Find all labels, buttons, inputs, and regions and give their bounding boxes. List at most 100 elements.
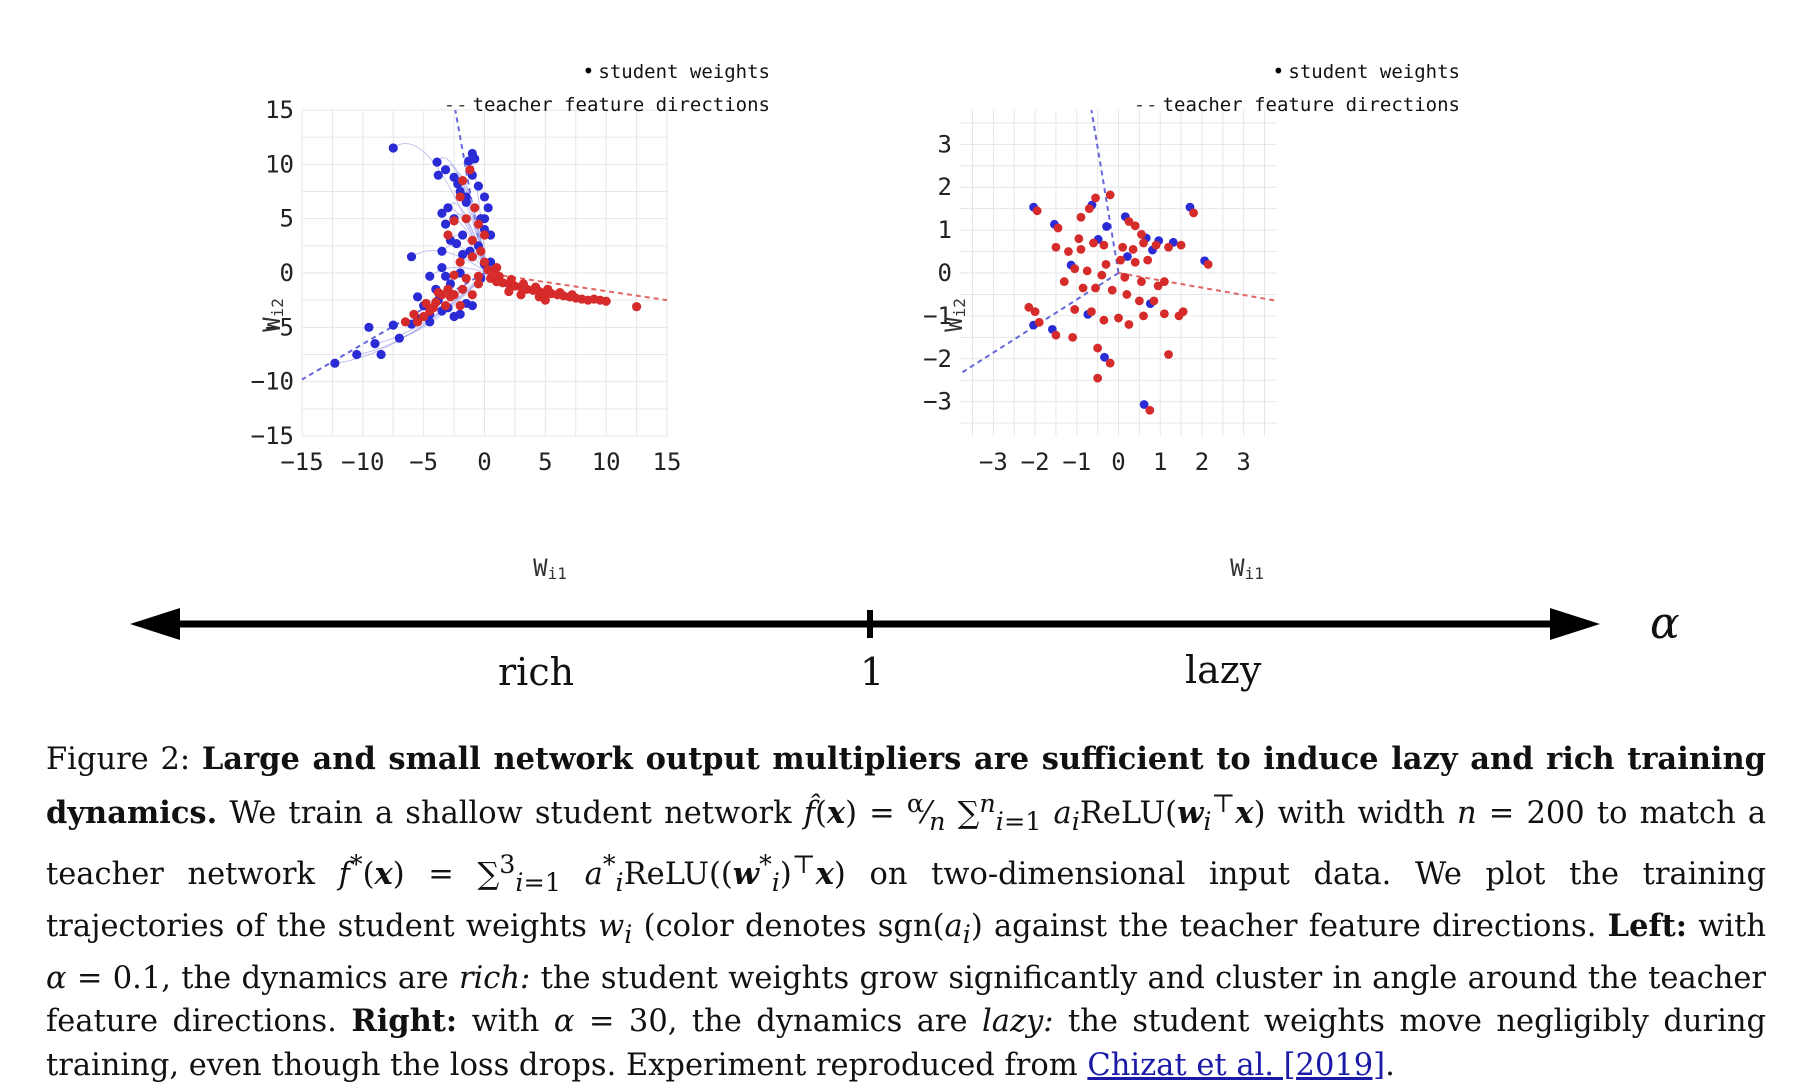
student-point-positive	[1134, 296, 1144, 306]
y-tick-label: 1	[938, 216, 952, 244]
student-point-positive	[1093, 373, 1103, 383]
student-point-positive	[1082, 266, 1092, 276]
student-point-positive	[1178, 307, 1188, 317]
y-tick-label: 0	[938, 259, 952, 287]
student-point-negative	[467, 301, 477, 311]
student-point-positive	[1164, 242, 1173, 252]
student-point-positive	[409, 309, 419, 319]
legend-teacher-row: -- teacher feature directions	[420, 89, 770, 122]
teacher-dash-icon: --	[443, 94, 469, 116]
student-point-positive	[449, 270, 459, 280]
student-point-positive	[455, 301, 465, 311]
caption-text: with	[471, 1004, 540, 1040]
left-label: Left:	[1607, 908, 1687, 944]
student-point-positive	[1118, 242, 1128, 252]
student-point-positive	[400, 317, 411, 327]
student-point-positive	[1059, 277, 1069, 286]
student-dot-icon: •	[582, 59, 595, 83]
student-point-negative	[470, 154, 480, 164]
student-point-positive	[433, 287, 443, 298]
student-point-positive	[449, 216, 459, 226]
student-point-positive	[1124, 217, 1134, 226]
legend-student-row: • student weights	[1110, 55, 1460, 89]
student-point-positive	[1107, 285, 1117, 295]
student-point-negative	[440, 219, 451, 229]
student-point-positive	[1068, 332, 1078, 342]
legend-teacher-label: teacher feature directions	[1162, 94, 1460, 116]
student-point-negative	[425, 317, 435, 327]
student-point-positive	[467, 252, 477, 262]
caption-text: with	[1698, 909, 1767, 944]
student-point-positive	[1030, 307, 1040, 317]
student-point-positive	[1064, 247, 1073, 256]
student-point-negative	[1102, 222, 1111, 231]
student-point-negative	[437, 208, 447, 218]
student-point-positive	[1153, 281, 1163, 291]
student-point-negative	[330, 358, 340, 368]
student-point-positive	[1151, 240, 1161, 250]
student-point-positive	[492, 262, 502, 273]
student-point-negative	[364, 322, 374, 332]
student-point-positive	[440, 301, 451, 311]
student-point-positive	[543, 284, 553, 294]
x-axis-title: Wi1	[1230, 554, 1264, 583]
student-point-negative	[443, 203, 453, 213]
right-arrowhead-icon	[1550, 608, 1600, 640]
student-point-positive	[1024, 302, 1034, 312]
student-point-positive	[504, 286, 514, 297]
y-tick-label: 0	[280, 259, 294, 287]
student-point-positive	[1034, 317, 1044, 327]
x-tick-label: 10	[592, 448, 621, 476]
student-point-positive	[601, 296, 611, 306]
student-point-negative	[406, 252, 417, 262]
student-point-negative	[437, 246, 447, 256]
x-tick-label: −3	[979, 448, 1008, 476]
student-point-positive	[1093, 343, 1103, 353]
student-point-negative	[388, 320, 398, 330]
x-tick-labels: −3 −2 −1 0 1 2 3	[979, 448, 1251, 476]
student-point-positive	[465, 165, 475, 175]
student-formula: f̂(x) = α⁄n ∑ni=1 aiReLU(wi⊤x)	[803, 787, 1266, 836]
student-point-positive	[1130, 221, 1140, 231]
y-tick-label: −10	[251, 368, 294, 396]
citation-link[interactable]: Chizat et al. [2019]	[1087, 1047, 1386, 1083]
student-point-positive	[473, 219, 484, 229]
sign-formula: sgn(ai	[877, 909, 971, 950]
x-tick-labels: −15 −10 −5 0 5 10 15	[280, 448, 681, 476]
student-point-positive	[1116, 255, 1125, 265]
student-point-positive	[1159, 277, 1169, 286]
student-point-positive	[1074, 234, 1084, 244]
student-point-positive	[494, 271, 504, 281]
student-point-positive	[1149, 296, 1159, 306]
x-tick-label: −10	[341, 448, 384, 476]
alpha-symbol: α	[1650, 598, 1680, 649]
student-point-positive	[1091, 283, 1100, 293]
figure-caption: Figure 2: Large and small network output…	[46, 738, 1766, 1087]
y-tick-label: −1	[923, 302, 952, 330]
student-point-negative	[440, 165, 451, 175]
y-tick-labels: 15 10 5 0 −5 −10 −15	[251, 100, 294, 450]
y-tick-label: −2	[923, 345, 952, 373]
caption-text: with width	[1277, 795, 1445, 831]
teacher-direction-line	[1090, 109, 1120, 274]
student-point-positive	[1120, 272, 1130, 282]
student-point-positive	[1084, 204, 1094, 214]
rich-plot-legend: • student weights -- teacher feature direc…	[420, 55, 770, 122]
caption-text: ) against the teacher feature directions…	[970, 909, 1597, 944]
student-point-negative	[451, 239, 462, 249]
student-point-negative	[433, 170, 443, 180]
lazy-plot-legend: • student weights -- teacher feature direc…	[1110, 55, 1460, 122]
student-point-positive	[1053, 223, 1063, 233]
y-axis-title: Wi2	[940, 298, 969, 332]
student-point-negative	[394, 333, 404, 343]
student-point-positive	[1139, 238, 1148, 248]
left-arrowhead-icon	[130, 608, 180, 640]
right-label: Right:	[351, 1003, 458, 1040]
student-point-positive	[1145, 405, 1155, 415]
y-tick-label: 10	[265, 150, 294, 178]
student-point-negative	[388, 143, 398, 153]
student-point-positive	[1078, 283, 1088, 293]
student-point-positive	[1164, 350, 1173, 359]
student-point-positive	[555, 287, 565, 298]
